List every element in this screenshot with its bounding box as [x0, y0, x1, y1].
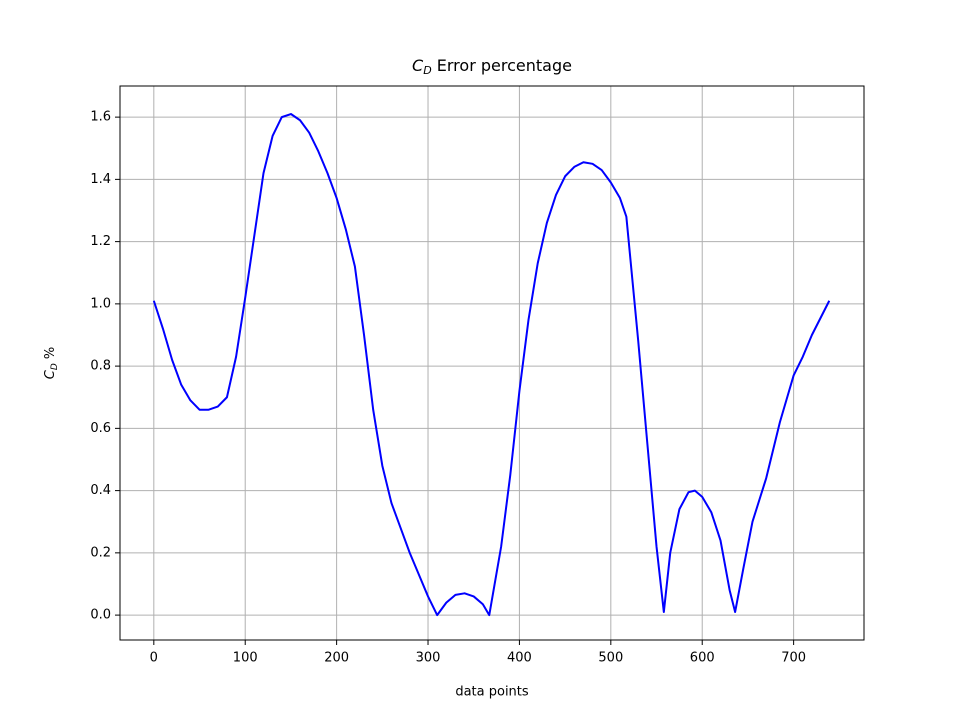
- data-line: [152, 113, 831, 617]
- y-tick-label: 0.6: [90, 421, 111, 436]
- y-tick-label: 1.0: [90, 296, 111, 311]
- x-tick-label: 600: [690, 651, 715, 666]
- x-tick-label: 200: [324, 651, 349, 666]
- ylabel-text: %: [43, 347, 58, 364]
- y-tick-label: 0.4: [90, 483, 111, 498]
- y-axis-label: CD %: [43, 347, 60, 380]
- y-tick-label: 0.8: [90, 359, 111, 374]
- title-symbol: C: [412, 56, 424, 75]
- y-tick-label: 1.6: [90, 110, 111, 125]
- chart-title: CD Error percentage: [412, 56, 572, 78]
- x-tick-label: 400: [507, 651, 532, 666]
- title-subscript: D: [423, 64, 431, 77]
- x-tick-label: 100: [233, 651, 258, 666]
- x-tick-label: 700: [781, 651, 806, 666]
- ylabel-subscript: D: [50, 363, 60, 370]
- x-tick-label: 500: [598, 651, 623, 666]
- plot-frame: [119, 85, 865, 641]
- y-tick-label: 0.2: [90, 545, 111, 560]
- x-axis-label: data points: [455, 685, 529, 700]
- x-tick-label: 0: [150, 651, 158, 666]
- y-tick-label: 1.2: [90, 234, 111, 249]
- ylabel-symbol: C: [43, 369, 58, 379]
- x-tick-label: 300: [416, 651, 441, 666]
- y-tick-label: 0.0: [90, 608, 111, 623]
- title-text: Error percentage: [432, 56, 572, 75]
- y-tick-label: 1.4: [90, 172, 111, 187]
